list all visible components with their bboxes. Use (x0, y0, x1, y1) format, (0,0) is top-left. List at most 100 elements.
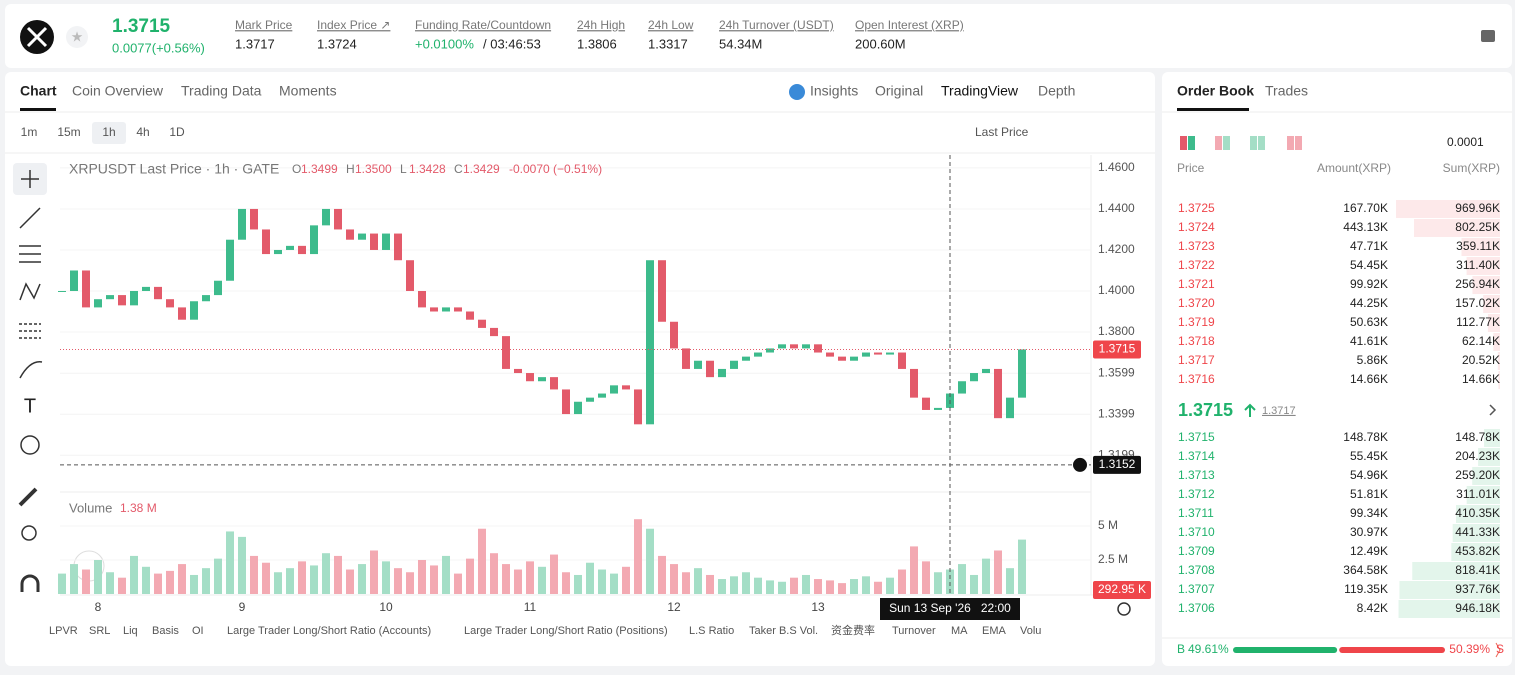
volume-bar (802, 574, 810, 594)
layout-icon[interactable] (1180, 136, 1187, 150)
candle (70, 270, 78, 291)
buy-pct: 49.61% (1188, 642, 1229, 656)
candle (850, 356, 858, 361)
depth-bar (1483, 295, 1500, 313)
ai-icon (789, 84, 805, 100)
view-tab[interactable]: Depth (1038, 83, 1075, 99)
tab[interactable]: Chart (20, 83, 57, 99)
indicator[interactable]: Turnover (892, 625, 936, 637)
candle (274, 249, 282, 255)
indicator[interactable]: Volu (1020, 625, 1041, 637)
layout-icon[interactable] (1258, 136, 1265, 150)
pattern-tool[interactable] (19, 282, 41, 301)
indicator[interactable]: SRL (89, 625, 110, 637)
header-icon[interactable] (1481, 30, 1495, 42)
candle (58, 290, 66, 292)
indicator[interactable]: Liq (123, 625, 138, 637)
text-tool[interactable]: T (24, 395, 36, 417)
book-price: 1.3718 (1178, 334, 1215, 348)
volume-bar (946, 569, 954, 594)
indicator[interactable]: LPVR (49, 625, 78, 637)
tab[interactable]: Coin Overview (72, 83, 164, 99)
chevron-right[interactable] (1489, 404, 1497, 416)
ruler-tool[interactable] (18, 487, 38, 507)
volume-bar (958, 564, 966, 594)
volume-bar (130, 555, 138, 594)
indicator[interactable]: Taker B.S Vol. (749, 625, 818, 637)
fib-tool[interactable] (19, 323, 41, 339)
last-price: 1.3715 (112, 16, 171, 37)
view-tab[interactable]: TradingView (941, 83, 1019, 99)
line-tool[interactable] (19, 207, 41, 229)
favorite[interactable] (66, 26, 88, 48)
layout-icon[interactable] (1188, 136, 1195, 150)
book-tab[interactable]: Order Book (1177, 83, 1254, 99)
indicator[interactable]: 资金费率 (831, 623, 875, 637)
candle (226, 239, 234, 281)
layout-icon[interactable] (1223, 136, 1230, 150)
interval[interactable]: 15m (57, 125, 80, 139)
book-amount: 41.61K (1350, 334, 1388, 348)
book-amount: 443.13K (1343, 220, 1388, 234)
book-amount: 99.92K (1350, 277, 1388, 291)
precision[interactable]: 0.0001 (1447, 135, 1484, 149)
zoom-tool[interactable] (21, 525, 37, 541)
book-amount: 364.58K (1343, 563, 1388, 577)
book-amount: 47.71K (1350, 239, 1388, 253)
emoji-tool[interactable] (20, 435, 40, 455)
book-price: 1.3707 (1178, 582, 1215, 596)
layout-icon[interactable] (1215, 136, 1222, 150)
volume-bar (922, 561, 930, 594)
indicator[interactable]: L.S Ratio (689, 625, 734, 637)
channel-tool[interactable] (19, 245, 41, 263)
settings[interactable] (1117, 602, 1131, 616)
book-tab[interactable]: Trades (1265, 83, 1308, 99)
layout-icon[interactable] (1295, 136, 1302, 150)
price-source[interactable]: Last Price (975, 125, 1029, 139)
volume-bar (778, 581, 786, 594)
stat-label: Open Interest (XRP) (855, 18, 964, 32)
book-amount: 119.35K (1344, 582, 1388, 596)
magnet-tool[interactable] (20, 574, 40, 592)
view-tab[interactable]: Original (875, 83, 923, 99)
book-amount: 167.70K (1343, 201, 1388, 215)
stat-value: 1.3724 (317, 36, 357, 51)
book-sum: 441.33K (1455, 525, 1500, 539)
volume-bar (742, 572, 750, 594)
crosshair-plus (1073, 457, 1087, 472)
x-tick-label: 12 (667, 600, 681, 614)
interval[interactable]: 4h (136, 125, 149, 139)
book-sum: 946.18K (1455, 601, 1500, 615)
depth-bar (1493, 333, 1500, 351)
volume-bar (514, 569, 522, 594)
interval[interactable]: 1D (169, 125, 185, 139)
interval[interactable]: 1h (102, 125, 115, 139)
layout-icon[interactable] (1250, 136, 1257, 150)
x-tick-label: 13 (811, 600, 825, 614)
tab[interactable]: Trading Data (181, 83, 262, 99)
y-tick-label: 1.4000 (1098, 283, 1135, 297)
candle (382, 233, 390, 250)
brush-tool[interactable] (19, 361, 43, 379)
ohlc-value: 1.3428 (409, 162, 446, 176)
x-tick-label: 11 (524, 600, 537, 614)
view-tab[interactable]: Insights (810, 83, 858, 99)
candle (154, 286, 162, 300)
layout-icon[interactable] (1287, 136, 1294, 150)
indicator[interactable]: Large Trader Long/Short Ratio (Accounts) (227, 625, 431, 637)
crosshair-tool[interactable] (21, 170, 39, 188)
tab[interactable]: Moments (279, 83, 337, 99)
candle (826, 352, 834, 357)
candle (682, 348, 690, 369)
indicator[interactable]: Large Trader Long/Short Ratio (Positions… (464, 625, 668, 637)
book-amount: 148.78K (1343, 430, 1388, 444)
indicator[interactable]: EMA (982, 625, 1007, 637)
stat-value: 54.34M (719, 36, 762, 51)
indicator[interactable]: MA (951, 625, 968, 637)
y-tick-label: 1.4600 (1098, 160, 1135, 174)
candle (478, 319, 486, 328)
indicator[interactable]: OI (192, 625, 204, 637)
indicator[interactable]: Basis (152, 625, 179, 637)
book-sum: 20.52K (1462, 353, 1500, 367)
interval[interactable]: 1m (21, 125, 38, 139)
